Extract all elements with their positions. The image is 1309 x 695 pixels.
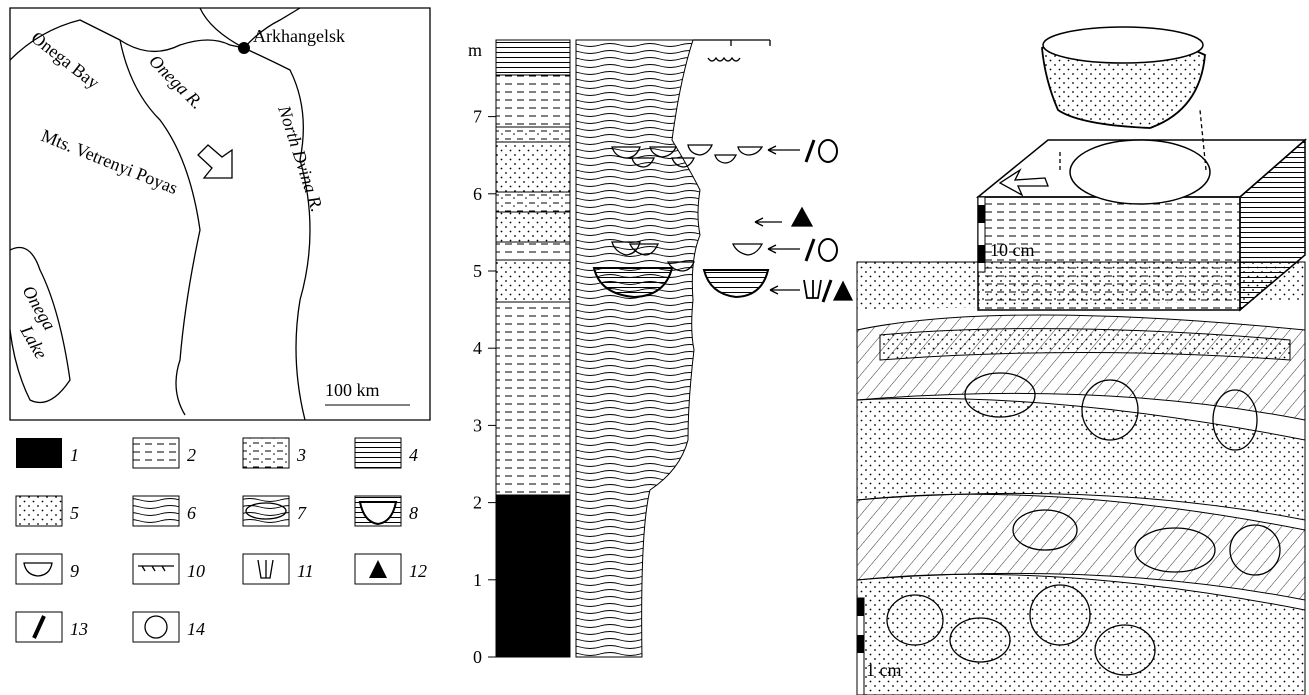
legend-number: 4 [409,445,418,465]
tick-label: 6 [473,184,482,204]
legend-number: 2 [187,445,196,465]
lithology [496,40,570,75]
legend-number: 11 [297,561,314,581]
scale-bar [978,205,985,223]
legend-number: 10 [187,561,205,581]
lake-label: Onega [19,282,60,334]
tick-label: 3 [473,415,482,435]
legend-number: 1 [70,445,79,465]
texture-column [576,40,700,657]
legend-swatch [133,612,179,642]
legend-number: 14 [187,619,205,639]
legend-swatch [16,554,62,584]
lithology [496,192,570,212]
river-label: North Dvina R. [274,102,327,214]
legend-swatch [16,612,62,642]
city-dot [238,42,250,54]
legend-swatch [133,554,179,584]
tick-label: 0 [473,647,482,667]
legend-number: 8 [409,503,418,523]
scale-bar [978,245,985,263]
legend-swatch [16,496,62,526]
legend-number: 9 [70,561,79,581]
imprint [1070,140,1210,204]
lithology [496,75,570,127]
legend-swatch [243,438,289,468]
annotation-arrows [755,140,852,302]
scale-label: 1 cm [866,660,902,680]
scale-bar [857,635,864,653]
scale-label: 10 cm [990,240,1035,260]
section-column: 0 1 2 3 4 5 6 7 m [468,40,852,667]
legend-swatch [133,496,179,526]
axis-unit: m [468,40,482,60]
scale-label: 100 km [325,380,380,400]
locality-arrow [198,145,232,178]
legend-number: 3 [296,445,306,465]
lithology [496,495,570,657]
lithology [496,260,570,302]
lithology [496,127,570,142]
tick-label: 1 [473,570,482,590]
concretion-top [1043,27,1203,63]
tick-label: 2 [473,493,482,513]
scale-bar [857,598,864,616]
block-diagram: 10 cm [978,27,1305,310]
legend-number: 5 [70,503,79,523]
mountains-label: Mts. Vetrenyi Poyas [39,125,181,198]
legend-number: 12 [409,561,427,581]
legend-swatch [243,554,289,584]
lithology [496,242,570,260]
legend-swatch [133,438,179,468]
legend-swatch [355,438,401,468]
lithology [496,212,570,242]
top-scale [693,40,770,61]
legend-swatch [16,438,62,468]
tick-label: 7 [473,107,482,127]
lithology [496,302,570,495]
legend-number: 7 [297,503,307,523]
legend-swatch [355,496,401,526]
city-label: Arkhangelsk [253,26,345,46]
legend-number: 6 [187,503,196,523]
legend-swatch [243,496,289,526]
figure: Arkhangelsk Onega Bay Onega R. North Dvi… [0,0,1309,695]
outcrop-drawing: 1 cm [857,262,1305,695]
coast-river [10,20,310,420]
lithology [496,142,570,192]
legend-swatch [355,554,401,584]
river-label: Onega R. [145,51,207,113]
legend-number: 13 [70,619,88,639]
bay-label: Onega Bay [28,27,104,92]
tick-label: 5 [473,261,482,281]
map: Arkhangelsk Onega Bay Onega R. North Dvi… [10,8,430,420]
tick-label: 4 [473,338,482,358]
